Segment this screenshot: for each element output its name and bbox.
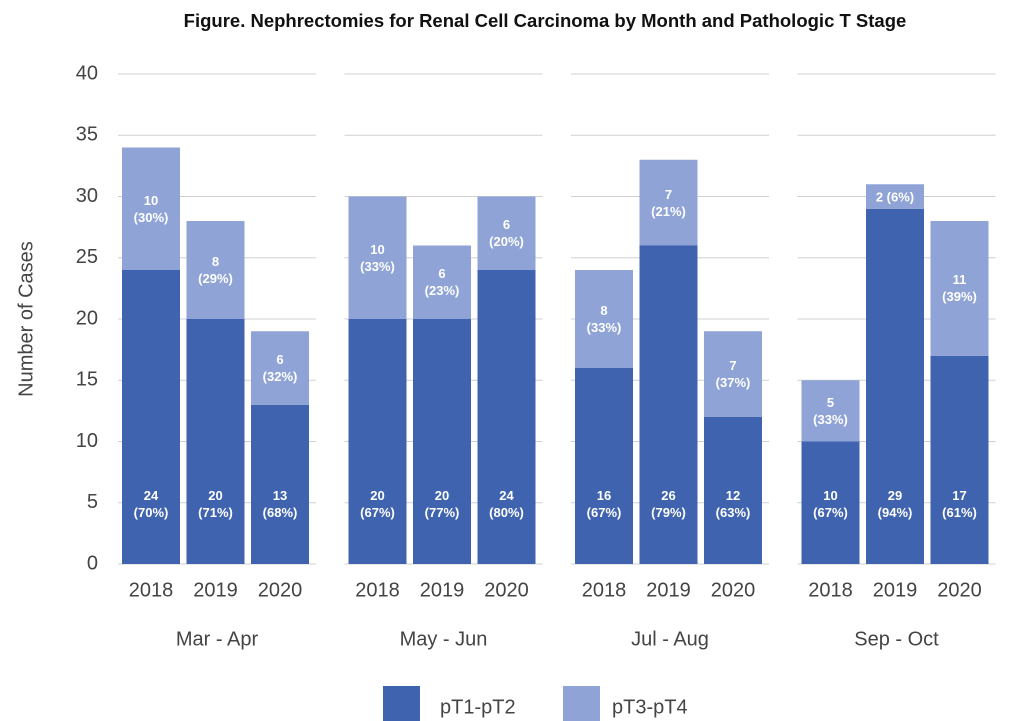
- x-tick-label: 2018: [808, 579, 853, 601]
- x-tick-label: 2018: [129, 579, 174, 601]
- value-label: 7 (37%): [715, 358, 751, 391]
- bar-segment: [122, 147, 180, 270]
- x-tick-label: 2020: [258, 579, 303, 601]
- value-label: 11 (39%): [942, 272, 977, 305]
- bar-segment: [251, 331, 309, 405]
- y-axis-label: Number of Cases: [15, 241, 37, 397]
- value-label: 12 (63%): [715, 488, 751, 520]
- value-label: 29 (94%): [877, 488, 913, 520]
- bar-segment: [186, 319, 245, 564]
- bar-segment: [413, 319, 471, 564]
- bar-segment: [477, 196, 536, 270]
- bar-segment: [348, 319, 407, 564]
- y-tick-label: 15: [76, 369, 98, 391]
- x-tick-label: 2018: [582, 579, 627, 601]
- value-label: 7 (21%): [651, 186, 686, 219]
- value-label: 13 (68%): [262, 488, 298, 520]
- bar-segment: [930, 355, 989, 564]
- bar-segment: [930, 221, 989, 356]
- bar-segment: [801, 441, 860, 564]
- value-label: 20 (67%): [360, 488, 395, 520]
- group-label: Jul - Aug: [631, 628, 709, 650]
- y-tick-label: 0: [87, 552, 98, 574]
- x-tick-label: 2020: [937, 579, 982, 601]
- value-label: 10 (30%): [133, 192, 169, 225]
- bar-segment: [866, 184, 924, 209]
- x-tick-label: 2019: [420, 579, 465, 601]
- bar-segment: [477, 270, 536, 564]
- legend-swatch: [383, 686, 420, 721]
- value-label: 6 (23%): [424, 266, 460, 299]
- value-label: 10 (67%): [813, 488, 848, 520]
- legend-label: pT1-pT2: [440, 696, 516, 718]
- x-tick-label: 2020: [711, 579, 756, 601]
- bar-segment: [122, 270, 180, 564]
- value-label: 24 (80%): [489, 488, 524, 520]
- group-label: Mar - Apr: [176, 628, 259, 650]
- value-label: 2 (6%): [875, 189, 915, 204]
- bar-segment: [575, 368, 633, 564]
- legend-swatch: [563, 686, 600, 721]
- value-label: 5 (33%): [813, 394, 848, 427]
- group-label: May - Jun: [400, 628, 488, 650]
- y-tick-label: 40: [76, 62, 98, 84]
- value-label: 8 (29%): [198, 254, 233, 286]
- y-tick-label: 20: [76, 307, 98, 329]
- y-tick-label: 25: [76, 246, 98, 268]
- bar-segment: [639, 245, 698, 564]
- bar-segment: [704, 331, 762, 417]
- x-tick-label: 2019: [193, 579, 238, 601]
- value-label: 6 (32%): [262, 352, 298, 384]
- value-label: 20 (71%): [198, 488, 233, 520]
- value-label: 10 (33%): [360, 241, 395, 274]
- y-tick-label: 35: [76, 124, 98, 146]
- legend-label: pT3-pT4: [612, 696, 688, 718]
- x-tick-label: 2018: [355, 579, 400, 601]
- value-label: 16 (67%): [586, 488, 622, 520]
- bar-segment: [575, 270, 633, 368]
- bar-segment: [801, 380, 860, 442]
- y-tick-label: 5: [87, 491, 98, 513]
- x-tick-label: 2020: [484, 579, 529, 601]
- bar-segment: [639, 159, 698, 246]
- bar-segment: [348, 196, 407, 319]
- value-label: 20 (77%): [424, 488, 460, 520]
- group-label: Sep - Oct: [854, 628, 939, 650]
- bar-segment: [866, 208, 924, 564]
- value-label: 6 (20%): [489, 217, 524, 250]
- value-label: 26 (79%): [651, 488, 686, 520]
- x-tick-label: 2019: [873, 579, 918, 601]
- y-tick-label: 30: [76, 185, 98, 207]
- bar-segment: [186, 221, 245, 319]
- bar-segment: [251, 404, 309, 564]
- value-label: 17 (61%): [942, 488, 977, 520]
- y-tick-label: 10: [76, 430, 98, 452]
- value-label: 8 (33%): [586, 303, 622, 335]
- value-label: 24 (70%): [133, 488, 169, 520]
- chart-title: Figure. Nephrectomies for Renal Cell Car…: [184, 10, 907, 31]
- x-tick-label: 2019: [646, 579, 691, 601]
- bar-segment: [704, 417, 762, 564]
- bar-segment: [413, 245, 471, 319]
